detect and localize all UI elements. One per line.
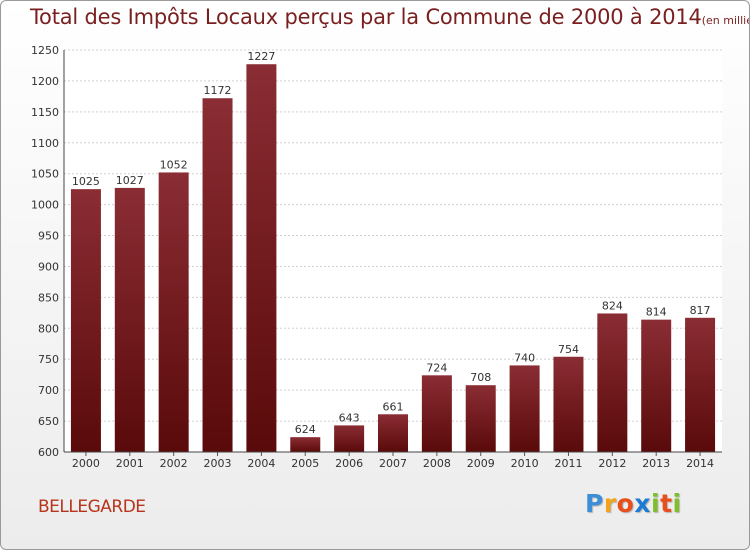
y-tick-label: 1050 [31,168,59,181]
bar-2010 [509,365,540,452]
x-tick-label: 2012 [598,457,626,470]
data-label: 708 [470,371,491,384]
x-tick-label: 2013 [642,457,670,470]
data-label: 1027 [116,174,144,187]
data-label: 1172 [204,84,232,97]
x-tick-label: 2010 [511,457,539,470]
x-tick-label: 2003 [204,457,232,470]
y-tick-label: 1200 [31,75,59,88]
data-label: 754 [558,343,579,356]
x-tick-label: 2004 [247,457,275,470]
bar-2007 [378,414,408,452]
x-tick-label: 2001 [116,457,144,470]
x-tick-label: 2007 [379,457,407,470]
y-tick-label: 900 [38,260,59,273]
data-label: 1052 [160,158,188,171]
bar-2013 [641,319,672,452]
y-tick-label: 750 [38,353,59,366]
bar-2006 [334,425,365,452]
logo-letter: r [603,489,617,518]
x-tick-label: 2009 [467,457,495,470]
bar-2003 [202,98,233,453]
y-tick-label: 850 [38,291,59,304]
y-tick-label: 1000 [31,199,59,212]
data-label: 661 [383,400,404,413]
data-label: 624 [295,423,316,436]
x-tick-label: 2008 [423,457,451,470]
y-tick-label: 950 [38,230,59,243]
logo-letter: o [616,489,635,518]
bar-2014 [685,317,716,452]
data-label: 814 [646,306,667,319]
bar-2002 [158,172,189,452]
chart-title-text: Total des Impôts Locaux perçus par la Co… [30,5,702,29]
x-tick-label: 2006 [335,457,363,470]
bar-2000 [70,189,101,452]
bar-2012 [597,313,628,452]
logo-letter: i [651,489,661,518]
proxiti-logo: Proxiti [585,489,682,518]
bar-2008 [421,375,452,452]
y-tick-label: 1100 [31,137,59,150]
data-label: 1025 [72,175,100,188]
y-tick-label: 600 [38,446,59,459]
x-tick-label: 2014 [686,457,714,470]
logo-letter: P [585,489,604,518]
bar-2004 [246,64,277,453]
data-label: 740 [514,351,535,364]
bars: 1025 1027 1052 1172 1227 624 643 661 724 708 740 75… [70,50,716,453]
bar-2009 [465,385,496,452]
y-tick-label: 1250 [31,44,59,57]
bar-2011 [553,356,584,452]
data-label: 724 [426,361,447,374]
logo-letter: x [634,489,651,518]
data-label: 824 [602,299,623,312]
axes: 600 650 700 750 800 850 900 950 1000 1050 1100 1150… [31,44,722,470]
chart-title: Total des Impôts Locaux perçus par la Co… [30,5,749,29]
y-tick-label: 650 [38,415,59,428]
x-tick-label: 2000 [72,457,100,470]
logo-letter: t [660,489,673,518]
chart-subtitle: (en milliers d'€) [701,14,749,27]
x-tick-label: 2005 [291,457,319,470]
bar-2001 [114,187,145,452]
commune-name: BELLEGARDE [38,497,146,517]
x-tick-label: 2011 [554,457,582,470]
y-tick-label: 800 [38,322,59,335]
data-label: 1227 [247,50,275,63]
data-label: 817 [690,304,711,317]
bar-2005 [290,437,321,452]
y-tick-label: 1150 [31,106,59,119]
logo-letter: i [672,489,682,518]
x-tick-label: 2002 [160,457,188,470]
y-tick-label: 700 [38,384,59,397]
data-label: 643 [339,411,360,424]
